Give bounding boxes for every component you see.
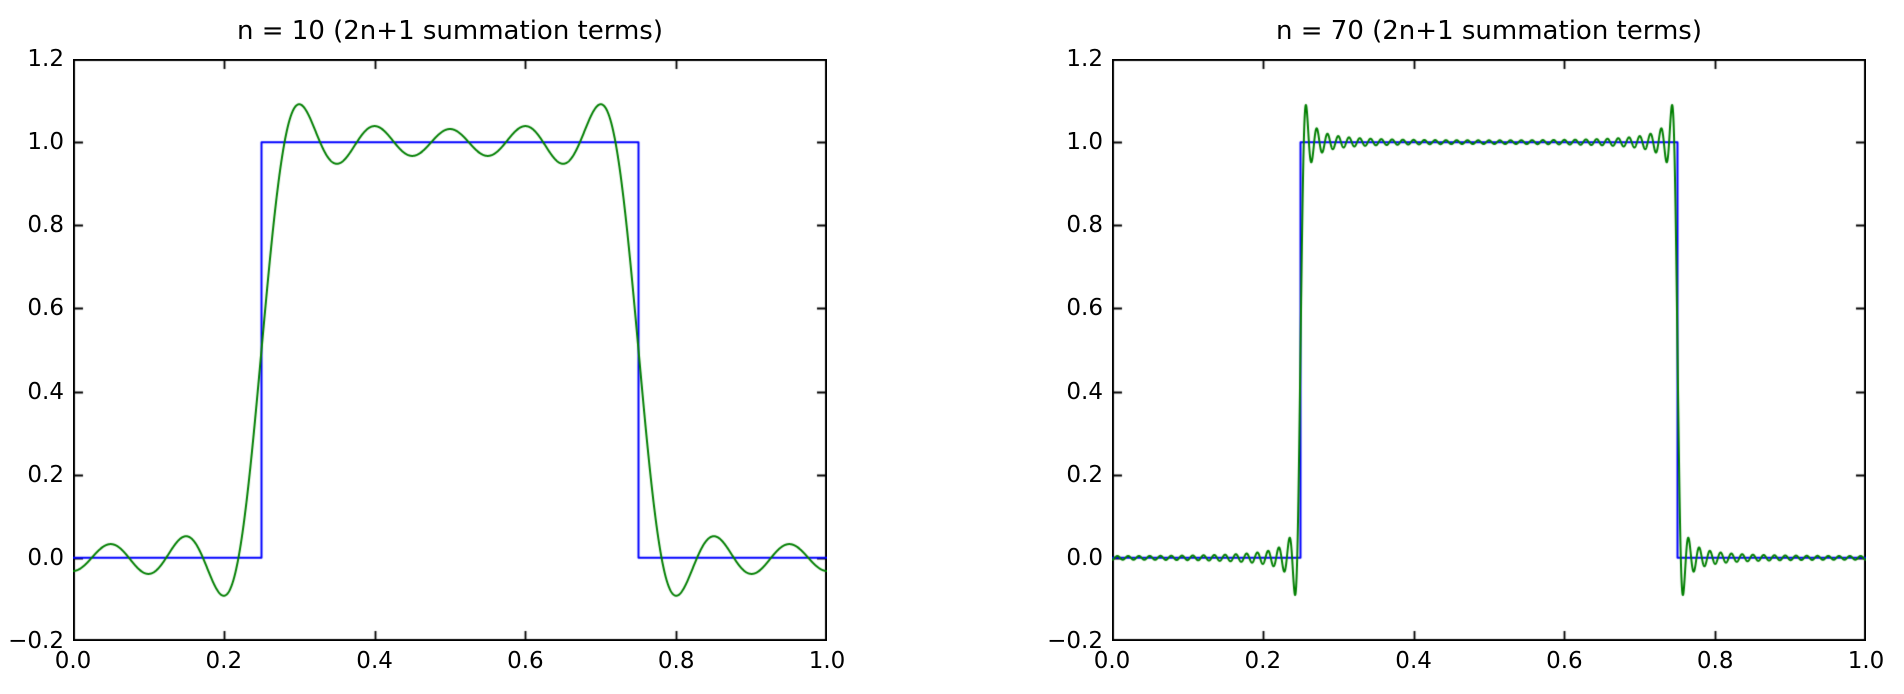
y-tick-label: 0.0 [1066, 544, 1103, 571]
y-tick-label: 0.0 [27, 544, 64, 571]
x-tick-label: 1.0 [1847, 648, 1885, 674]
plot-canvas [1112, 59, 1866, 641]
plot-canvas [73, 59, 827, 641]
x-tick-label: 0.8 [657, 648, 695, 674]
x-tick-label: 0.2 [205, 648, 243, 674]
y-tick-label: 0.4 [1066, 378, 1103, 405]
x-tick-label: 0.2 [1244, 648, 1282, 674]
subplot-n70: n = 70 (2n+1 summation terms) 0.0 0.2 0.4 0… [1047, 16, 1884, 674]
y-tick-label: 1.2 [1066, 46, 1103, 72]
plot-title: n = 10 (2n+1 summation terms) [236, 16, 664, 46]
x-tick-label: 0.4 [356, 648, 393, 674]
y-tick-label: 0.2 [1066, 461, 1103, 488]
y-tick-label: 0.6 [1066, 295, 1103, 322]
y-tick-label: 0.2 [27, 461, 64, 488]
y-tick-label: 1.0 [1066, 129, 1103, 156]
y-tick-label: −0.2 [8, 628, 64, 654]
y-tick-label: 0.8 [1066, 212, 1103, 239]
x-tick-label: 0.4 [1395, 648, 1432, 674]
y-tick-label: 0.4 [27, 378, 64, 405]
y-tick-label: 1.0 [27, 129, 64, 156]
x-tick-label: 0.6 [507, 648, 544, 674]
y-tick-label: 0.6 [27, 295, 64, 322]
y-tick-label: 1.2 [27, 46, 64, 72]
y-tick-label: −0.2 [1047, 628, 1103, 654]
plot-title: n = 70 (2n+1 summation terms) [1275, 16, 1703, 46]
subplot-n10: n = 10 (2n+1 summation terms) 0.0 0.2 0.4 0… [8, 16, 845, 674]
x-tick-label: 0.0 [54, 648, 92, 674]
y-tick-label: 0.8 [27, 212, 64, 239]
x-tick-label: 0.8 [1696, 648, 1734, 674]
x-tick-label: 0.0 [1093, 648, 1131, 674]
x-tick-label: 0.6 [1546, 648, 1583, 674]
x-tick-label: 1.0 [808, 648, 846, 674]
